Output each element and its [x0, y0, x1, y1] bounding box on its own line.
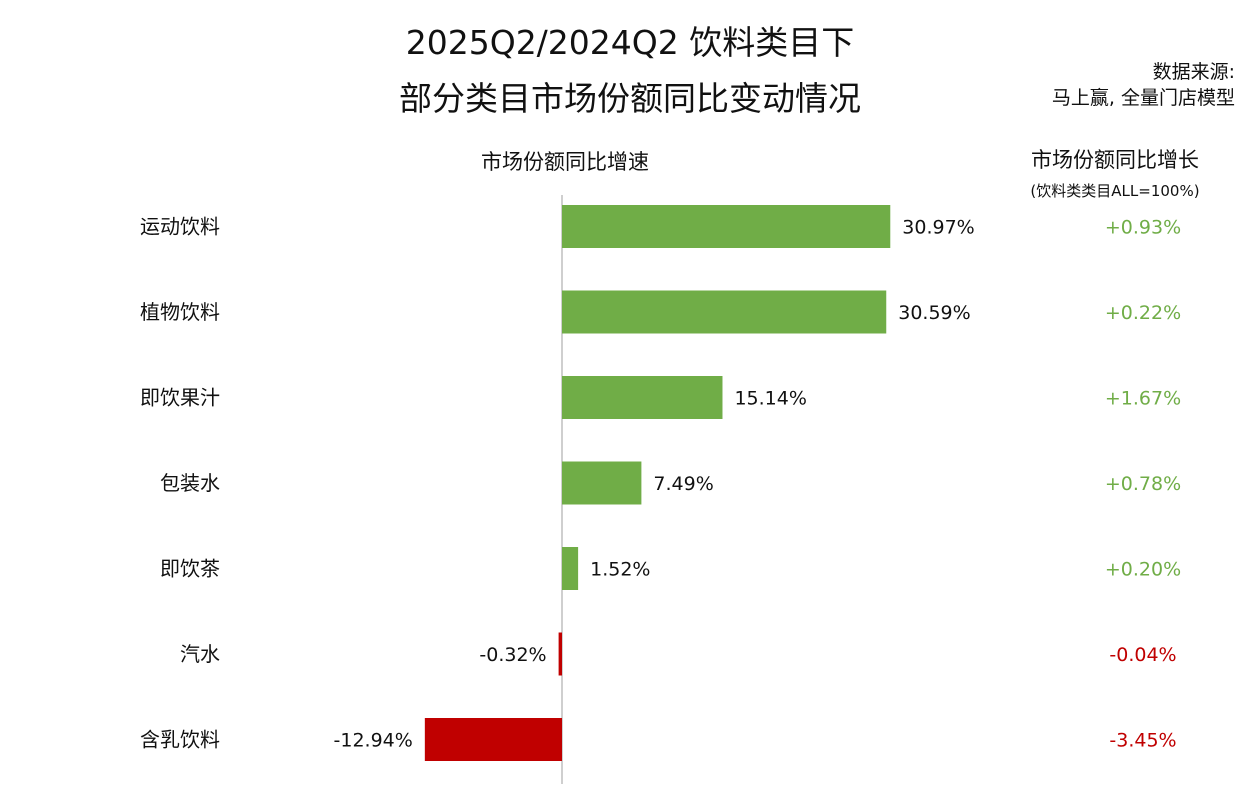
share-change-label: +1.67% [1105, 388, 1181, 410]
category-label: 即饮茶 [160, 557, 220, 581]
data-source-label: 数据来源: [1152, 61, 1235, 83]
share-change-label: +0.20% [1105, 559, 1181, 581]
data-source-detail: 马上赢, 全量门店模型 [1051, 86, 1235, 109]
growth-rate-header: 市场份额同比增速 [481, 150, 649, 174]
bar-value-label: 1.52% [590, 559, 650, 581]
bar [562, 205, 891, 248]
bar-value-label: -0.32% [479, 644, 546, 666]
category-label: 植物饮料 [140, 300, 220, 324]
bar [562, 461, 642, 505]
share-change-label: +0.78% [1105, 473, 1181, 495]
bar [562, 376, 723, 419]
share-change-header: 市场份额同比增长 [1031, 148, 1199, 172]
share-change-label: +0.93% [1105, 217, 1181, 239]
share-change-subheader: (饮料类类目ALL=100%) [1030, 182, 1200, 200]
chart-title-line-2: 部分类目市场份额同比变动情况 [399, 79, 861, 118]
share-change-label: -0.04% [1109, 644, 1176, 666]
bar-value-label: 30.59% [898, 302, 970, 324]
category-label: 汽水 [180, 642, 220, 666]
share-change-label: +0.22% [1105, 302, 1181, 324]
category-label: 含乳饮料 [140, 728, 220, 752]
bar-value-label: 15.14% [734, 388, 806, 410]
bar-value-label: 7.49% [653, 473, 713, 495]
bar [562, 290, 887, 334]
share-change-label: -3.45% [1109, 730, 1176, 752]
category-label: 即饮果汁 [140, 386, 220, 410]
category-label: 包装水 [160, 471, 220, 495]
bar [562, 547, 579, 590]
bar-value-label: 30.97% [902, 217, 974, 239]
chart-title-line-1: 2025Q2/2024Q2 饮料类目下 [405, 23, 855, 62]
bar [558, 632, 562, 676]
category-label: 运动饮料 [140, 215, 220, 239]
bar [424, 718, 562, 761]
bar-value-label: -12.94% [334, 730, 413, 752]
data-source: 数据来源: 马上赢, 全量门店模型 [1052, 60, 1235, 111]
